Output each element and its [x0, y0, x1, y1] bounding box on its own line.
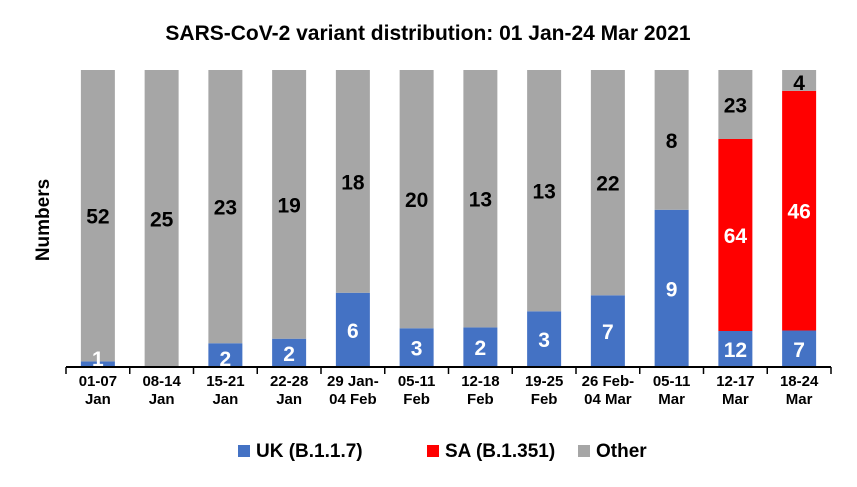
bar-other-6 [399, 70, 434, 329]
x-tick-label-2-line-2: Jan [149, 391, 175, 408]
bar-uk-b-1-1-7-4 [272, 338, 307, 367]
x-tick-label-11-line-1: 12-17 [716, 373, 754, 390]
x-tick-label-1-line-1: 01-07 [79, 373, 117, 390]
bar-other-4 [272, 70, 307, 339]
value-label-uk-b-1-1-7-1: 1 [92, 348, 104, 371]
legend-label-sa-b-1-351: SA (B.1.351) [445, 441, 555, 462]
value-label-other-2: 25 [150, 209, 174, 232]
y-axis-label: Numbers [33, 179, 54, 261]
bar-sa-b-1-351-11 [718, 139, 753, 331]
bar-uk-b-1-1-7-12 [782, 330, 817, 367]
value-labels-group: 1 52 25 2 23 2 19 6 18 3 20 2 13 3 13 7 22 9 8 12 64 23 7 46 4 [86, 72, 811, 371]
x-tick-label-7-line-2: Feb [467, 391, 494, 408]
x-tick-label-10-line-2: Mar [658, 391, 685, 408]
bar-other-1 [80, 70, 115, 362]
value-label-other-4: 19 [277, 194, 300, 217]
x-tick-label-12-line-2: Mar [786, 391, 813, 408]
legend: UK (B.1.1.7) SA (B.1.351) Other [238, 441, 647, 462]
value-label-other-11: 23 [724, 95, 747, 118]
chart-title: SARS-CoV-2 variant distribution: 01 Jan-… [165, 22, 690, 45]
x-tick-label-8-line-1: 19-25 [525, 373, 563, 390]
x-tick-label-1-line-2: Jan [85, 391, 111, 408]
value-label-other-7: 13 [469, 189, 492, 212]
value-label-other-10: 8 [666, 130, 678, 153]
value-label-other-3: 23 [214, 197, 237, 220]
bar-other-2 [144, 70, 179, 367]
x-tick-label-6-line-1: 05-11 [398, 373, 436, 390]
x-tick-label-2-line-1: 08-14 [142, 373, 181, 390]
value-label-uk-b-1-1-7-4: 2 [283, 343, 295, 366]
value-label-other-8: 13 [532, 181, 555, 204]
value-label-other-6: 20 [405, 189, 428, 212]
bar-uk-b-1-1-7-5 [335, 292, 370, 367]
value-label-sa-b-1-351-11: 64 [724, 225, 748, 248]
bar-other-9 [590, 70, 625, 296]
x-tick-label-6-line-2: Feb [403, 391, 430, 408]
legend-swatch-sa-b-1-351 [427, 445, 439, 457]
bar-other-10 [654, 70, 689, 210]
x-tick-label-8-line-2: Feb [531, 391, 558, 408]
legend-swatch-other [578, 445, 590, 457]
bars-group [80, 70, 817, 367]
value-label-other-9: 22 [596, 173, 619, 196]
bar-sa-b-1-351-12 [782, 90, 817, 331]
bar-other-11 [718, 70, 753, 139]
value-label-uk-b-1-1-7-5: 6 [347, 320, 359, 343]
bar-other-3 [208, 70, 243, 344]
value-label-sa-b-1-351-12: 46 [787, 201, 810, 224]
x-tick-label-9-line-2: 04 Mar [584, 391, 632, 408]
x-tick-label-7-line-1: 12-18 [461, 373, 499, 390]
bar-other-12 [782, 70, 817, 91]
bar-uk-b-1-1-7-8 [527, 311, 562, 367]
x-tick-label-5-line-2: 04 Feb [329, 391, 377, 408]
value-label-uk-b-1-1-7-11: 12 [724, 339, 747, 362]
value-label-uk-b-1-1-7-10: 9 [666, 278, 678, 301]
x-tick-label-10-line-1: 05-11 [653, 373, 691, 390]
value-label-uk-b-1-1-7-7: 2 [475, 337, 487, 360]
bar-uk-b-1-1-7-3 [208, 343, 243, 367]
x-tick-label-4-line-1: 22-28 [270, 373, 308, 390]
x-tick-label-9-line-1: 26 Feb- [582, 373, 635, 390]
x-tick-label-5-line-1: 29 Jan- [327, 373, 379, 390]
bar-other-7 [463, 70, 498, 328]
bar-uk-b-1-1-7-10 [654, 209, 689, 367]
x-tick-label-4-line-2: Jan [276, 391, 302, 408]
bar-uk-b-1-1-7-11 [718, 331, 753, 367]
bar-uk-b-1-1-7-9 [590, 295, 625, 367]
legend-swatch-uk-b-1-1-7 [238, 445, 250, 457]
bar-uk-b-1-1-7-7 [463, 327, 498, 367]
value-label-uk-b-1-1-7-12: 7 [793, 339, 805, 362]
value-label-uk-b-1-1-7-3: 2 [220, 348, 232, 371]
x-tick-label-11-line-2: Mar [722, 391, 749, 408]
legend-label-uk-b-1-1-7: UK (B.1.1.7) [256, 441, 363, 462]
value-label-other-5: 18 [341, 171, 365, 194]
legend-label-other: Other [596, 441, 647, 462]
x-tick-label-3-line-1: 15-21 [206, 373, 244, 390]
x-ticks-group [65, 367, 832, 374]
x-tick-label-3-line-2: Jan [212, 391, 238, 408]
value-label-other-1: 52 [86, 206, 109, 229]
x-tick-label-12-line-1: 18-24 [780, 373, 819, 390]
value-label-other-12: 4 [793, 72, 805, 95]
bar-other-5 [335, 70, 370, 293]
value-label-uk-b-1-1-7-9: 7 [602, 321, 614, 344]
bar-uk-b-1-1-7-1 [80, 361, 115, 367]
bar-other-8 [527, 70, 562, 312]
value-label-uk-b-1-1-7-8: 3 [538, 329, 550, 352]
bar-uk-b-1-1-7-6 [399, 328, 434, 367]
value-label-uk-b-1-1-7-6: 3 [411, 338, 423, 361]
